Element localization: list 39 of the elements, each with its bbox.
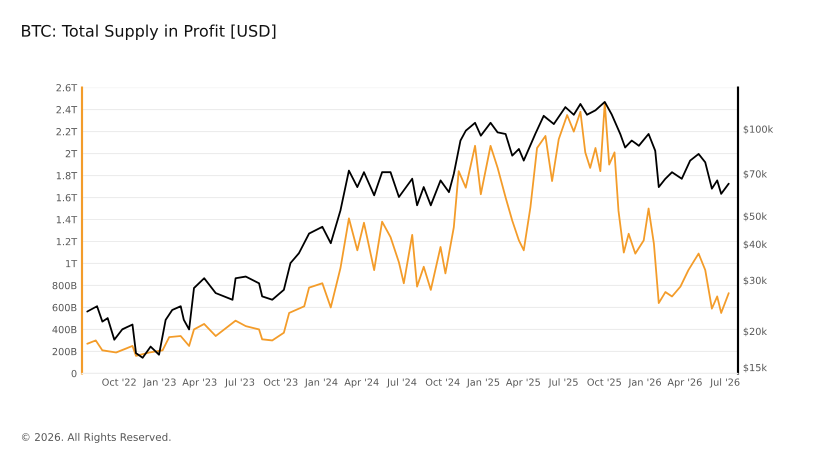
x-tick-label: Apr '24 xyxy=(344,378,379,388)
y-tick-label: 2.6T xyxy=(56,84,78,92)
x-tick-label: Oct '25 xyxy=(587,378,621,386)
y-tick-label: 1.8T xyxy=(56,172,78,180)
y-tick-label: 2.2T xyxy=(56,128,78,136)
x-tick-label: Jul '23 xyxy=(224,378,254,388)
chart-title: BTC: Total Supply in Profit [USD] xyxy=(22,24,276,40)
y2-tick-label: $100k xyxy=(744,125,774,134)
y-tick-label: 2T xyxy=(66,150,78,158)
y2-tick-label: $40k xyxy=(744,240,768,250)
x-tick-label: Jan '23 xyxy=(142,378,176,388)
y-tick-label: 0 xyxy=(72,370,76,378)
y-tick-label: 600B xyxy=(52,304,76,312)
x-tick-label: Jan '26 xyxy=(628,378,661,388)
y2-tick-label: $20k xyxy=(744,328,768,336)
x-tick-label: Jul '26 xyxy=(710,378,740,388)
x-tick-label: Jul '25 xyxy=(548,378,578,388)
x-tick-label: Jan '25 xyxy=(466,378,500,388)
text: © 2026. All Rights Reserved. xyxy=(22,432,170,443)
x-tick-label: Oct '24 xyxy=(426,378,460,386)
y-tick-label: 800B xyxy=(52,282,76,290)
y-tick-label: 200B xyxy=(52,348,76,356)
y2-tick-label: $70k xyxy=(744,170,768,179)
y-tick-label: 1.6T xyxy=(56,194,78,202)
y-tick-label: 1.2T xyxy=(56,238,78,246)
y2-tick-label: $15k xyxy=(744,364,768,373)
y-tick-label: 1T xyxy=(66,260,78,268)
x-tick-label: Oct '22 xyxy=(102,378,136,386)
y-tick-label: 400B xyxy=(52,326,76,334)
x-tick-label: Apr '25 xyxy=(506,378,540,388)
y-tick-label: 1.4T xyxy=(56,216,78,224)
x-tick-label: Oct '23 xyxy=(264,378,298,386)
y-tick-label: 2.4T xyxy=(56,106,78,114)
y2-tick-label: $30k xyxy=(744,276,768,286)
y2-tick-label: $50k xyxy=(744,212,768,222)
x-tick-label: Jul '24 xyxy=(386,378,416,388)
x-tick-label: Apr '26 xyxy=(667,378,702,388)
x-tick-label: Apr '23 xyxy=(182,378,216,388)
x-tick-label: Jan '24 xyxy=(304,378,338,388)
